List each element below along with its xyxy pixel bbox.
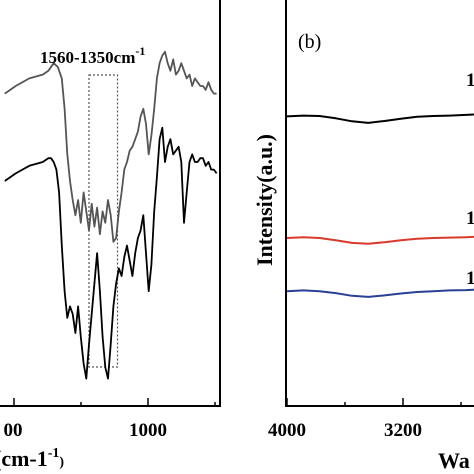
series-line-1: [4, 50, 217, 243]
y-axis-title: Intensity(a.u.): [252, 134, 277, 266]
x-tick-label: 1000: [129, 420, 167, 441]
x-axis-title: (cm-1-1): [0, 446, 64, 471]
panel-a: 1560-1350cm-1 00 1000 (cm-1-1): [0, 0, 221, 471]
series-end-label: 1: [466, 208, 474, 229]
series-end-label: 1: [466, 70, 474, 91]
panel-b-label: (b): [298, 31, 321, 53]
panel-b-ticks: [286, 398, 462, 406]
x-tick-label: 00: [4, 420, 23, 441]
highlight-annotation: 1560-1350cm-1: [40, 44, 145, 67]
series-end-label: 1: [466, 268, 474, 289]
x-tick-label: 4000: [268, 420, 306, 441]
x-axis-title: Wa: [438, 448, 470, 473]
x-tick-label: 3200: [384, 420, 422, 441]
panel-a-frame: [0, 0, 221, 407]
series-line-3: [286, 288, 474, 298]
panel-b: (b) 1 1 1 Intensity(a.u.) 4000 3200 Wa: [252, 0, 474, 473]
panel-a-series: [4, 50, 218, 380]
series-line-2: [4, 126, 218, 380]
series-line-1: [286, 113, 474, 124]
series-line-2: [286, 235, 474, 245]
panel-b-frame: [285, 0, 474, 407]
panel-b-series: [286, 113, 474, 298]
panel-a-ticks: [13, 398, 216, 406]
